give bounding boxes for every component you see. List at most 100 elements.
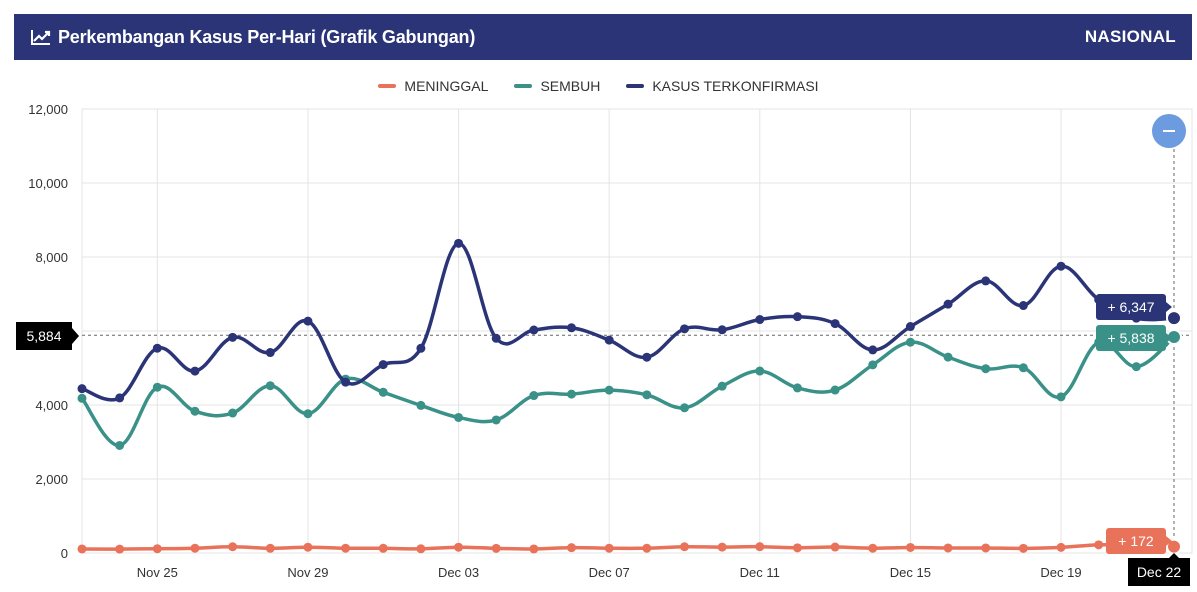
data-point-meninggal[interactable] (943, 543, 953, 553)
data-point-kasus-terkonfirmasi[interactable] (755, 315, 765, 325)
data-point-sembuh[interactable] (943, 352, 953, 362)
data-point-meninggal[interactable] (265, 543, 275, 553)
data-point-kasus-terkonfirmasi[interactable] (604, 335, 614, 345)
data-point-meninggal[interactable] (792, 543, 802, 553)
data-point-meninggal[interactable] (567, 543, 577, 553)
data-point-meninggal[interactable] (454, 542, 464, 552)
data-point-kasus-terkonfirmasi[interactable] (1166, 310, 1182, 327)
data-point-sembuh[interactable] (868, 360, 878, 370)
data-point-meninggal[interactable] (303, 542, 313, 552)
data-point-kasus-terkonfirmasi[interactable] (830, 319, 840, 329)
data-point-meninggal[interactable] (115, 544, 125, 554)
legend-label-kasus: KASUS TERKONFIRMASI (652, 78, 819, 94)
data-point-sembuh[interactable] (378, 387, 388, 397)
data-point-meninggal[interactable] (378, 543, 388, 553)
data-point-sembuh[interactable] (905, 337, 915, 347)
tooltip-box-kasus-terkonfirmasi (1096, 294, 1166, 320)
data-point-meninggal[interactable] (830, 542, 840, 552)
data-point-meninggal[interactable] (190, 543, 200, 553)
data-point-kasus-terkonfirmasi[interactable] (190, 366, 200, 376)
y-tick-label: 8,000 (35, 250, 68, 265)
data-point-sembuh[interactable] (77, 393, 87, 403)
crosshair-x-label-box (1128, 558, 1190, 586)
legend-item-kasus[interactable]: KASUS TERKONFIRMASI (626, 78, 819, 94)
data-point-kasus-terkonfirmasi[interactable] (77, 384, 87, 394)
data-point-sembuh[interactable] (115, 440, 125, 450)
data-point-meninggal[interactable] (416, 544, 426, 554)
data-point-sembuh[interactable] (792, 383, 802, 393)
data-point-sembuh[interactable] (1018, 363, 1028, 373)
data-point-sembuh[interactable] (1056, 392, 1066, 402)
data-point-meninggal[interactable] (1018, 543, 1028, 553)
data-point-meninggal[interactable] (905, 542, 915, 552)
data-point-meninggal[interactable] (642, 543, 652, 553)
data-point-kasus-terkonfirmasi[interactable] (717, 325, 727, 335)
data-point-kasus-terkonfirmasi[interactable] (1018, 301, 1028, 311)
data-point-meninggal[interactable] (152, 544, 162, 554)
data-point-sembuh[interactable] (228, 408, 238, 418)
data-point-kasus-terkonfirmasi[interactable] (679, 324, 689, 334)
data-point-kasus-terkonfirmasi[interactable] (567, 323, 577, 333)
data-point-kasus-terkonfirmasi[interactable] (529, 325, 539, 335)
data-point-sembuh[interactable] (491, 415, 501, 425)
data-point-meninggal[interactable] (1094, 540, 1104, 550)
data-point-meninggal[interactable] (341, 543, 351, 553)
x-tick-label: Dec 07 (589, 565, 630, 580)
data-point-kasus-terkonfirmasi[interactable] (416, 343, 426, 353)
data-point-kasus-terkonfirmasi[interactable] (228, 332, 238, 342)
data-point-meninggal[interactable] (868, 543, 878, 553)
crosshair-x-label-arrow (1169, 553, 1179, 558)
data-point-sembuh[interactable] (416, 400, 426, 410)
data-point-sembuh[interactable] (303, 409, 313, 419)
data-point-kasus-terkonfirmasi[interactable] (868, 345, 878, 355)
legend-item-sembuh[interactable]: SEMBUH (514, 78, 600, 94)
data-point-meninggal[interactable] (604, 543, 614, 553)
data-point-sembuh[interactable] (454, 412, 464, 422)
data-point-meninggal[interactable] (491, 543, 501, 553)
legend-item-meninggal[interactable]: MENINGGAL (378, 78, 488, 94)
data-point-meninggal[interactable] (679, 542, 689, 552)
data-point-kasus-terkonfirmasi[interactable] (303, 316, 313, 326)
data-point-sembuh[interactable] (265, 381, 275, 391)
data-point-sembuh[interactable] (642, 390, 652, 400)
data-point-sembuh[interactable] (679, 403, 689, 413)
legend-swatch-meninggal (378, 84, 397, 88)
data-point-meninggal[interactable] (755, 542, 765, 552)
data-point-sembuh[interactable] (981, 364, 991, 374)
data-point-sembuh[interactable] (604, 385, 614, 395)
data-point-kasus-terkonfirmasi[interactable] (454, 238, 464, 248)
data-point-kasus-terkonfirmasi[interactable] (1056, 261, 1066, 271)
data-point-kasus-terkonfirmasi[interactable] (115, 393, 125, 403)
data-point-kasus-terkonfirmasi[interactable] (491, 333, 501, 343)
data-point-kasus-terkonfirmasi[interactable] (642, 352, 652, 362)
data-point-kasus-terkonfirmasi[interactable] (981, 276, 991, 286)
data-point-sembuh[interactable] (830, 385, 840, 395)
data-point-kasus-terkonfirmasi[interactable] (152, 343, 162, 353)
data-point-meninggal[interactable] (228, 542, 238, 552)
data-point-sembuh[interactable] (755, 366, 765, 376)
data-point-kasus-terkonfirmasi[interactable] (905, 322, 915, 332)
data-point-sembuh[interactable] (717, 381, 727, 391)
data-point-meninggal[interactable] (529, 544, 539, 554)
line-chart-icon (31, 30, 51, 45)
data-point-sembuh[interactable] (190, 406, 200, 416)
data-point-meninggal[interactable] (981, 543, 991, 553)
data-point-meninggal[interactable] (1056, 542, 1066, 552)
region-label: NASIONAL (1084, 27, 1176, 46)
data-point-kasus-terkonfirmasi[interactable] (265, 348, 275, 358)
data-point-meninggal[interactable] (717, 542, 727, 552)
tooltip-box-meninggal (1106, 528, 1166, 554)
data-point-kasus-terkonfirmasi[interactable] (943, 299, 953, 309)
data-point-sembuh[interactable] (529, 391, 539, 401)
series-line-sembuh (80, 335, 1176, 448)
data-point-sembuh[interactable] (567, 389, 577, 399)
y-tick-label: 12,000 (28, 102, 68, 117)
data-point-meninggal[interactable] (77, 544, 87, 554)
data-point-sembuh[interactable] (152, 382, 162, 392)
data-point-kasus-terkonfirmasi[interactable] (341, 377, 351, 387)
y-tick-label: 10,000 (28, 176, 68, 191)
data-point-kasus-terkonfirmasi[interactable] (378, 360, 388, 370)
data-point-kasus-terkonfirmasi[interactable] (792, 312, 802, 322)
data-point-sembuh[interactable] (1131, 362, 1141, 372)
